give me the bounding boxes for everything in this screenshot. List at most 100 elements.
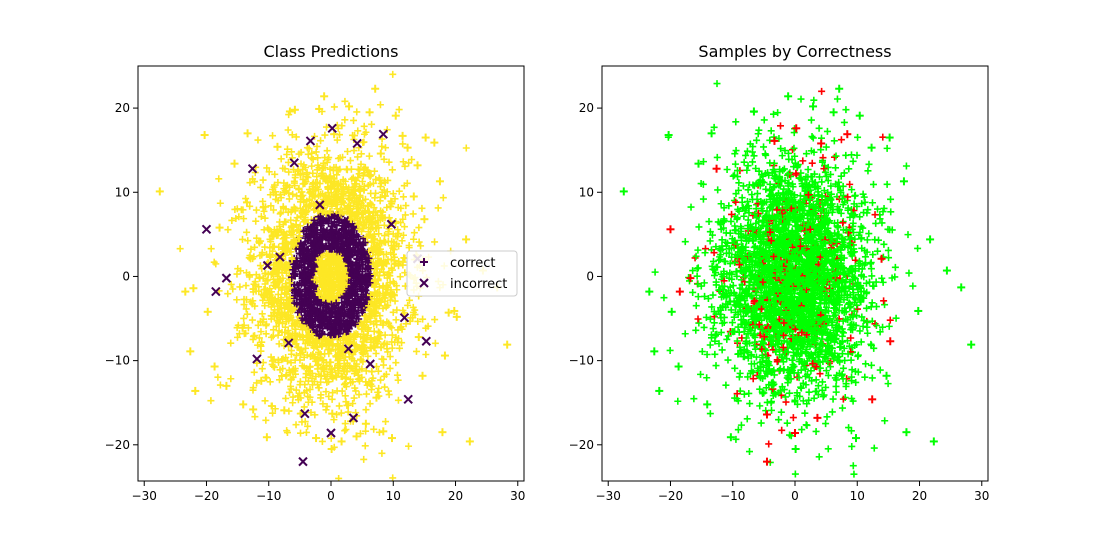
density-mark — [327, 434, 335, 442]
density-mark — [386, 364, 394, 372]
data-point-incorrect — [365, 359, 375, 369]
data-point-correct — [345, 102, 354, 111]
density-mark — [360, 138, 368, 146]
density-mark — [405, 442, 413, 450]
density-mark — [334, 360, 342, 368]
density-mark — [316, 321, 324, 329]
density-mark — [287, 332, 295, 340]
density-mark — [306, 362, 314, 370]
density-mark — [388, 166, 396, 174]
data-point-incorrect — [327, 123, 337, 133]
density-mark — [695, 319, 703, 327]
density-mark — [414, 317, 422, 325]
density-mark — [376, 268, 384, 276]
density-mark — [372, 350, 380, 357]
density-mark — [311, 132, 319, 140]
density-mark — [308, 182, 316, 190]
x-tick-label: 10 — [386, 489, 401, 503]
density-mark — [323, 259, 331, 267]
density-mark — [275, 284, 283, 292]
data-point-correct — [462, 235, 471, 244]
density-mark — [343, 368, 351, 376]
density-mark — [306, 385, 314, 393]
density-mark — [236, 283, 244, 291]
density-mark — [285, 168, 293, 176]
density-mark — [351, 320, 359, 328]
density-mark — [840, 118, 848, 126]
density-mark — [378, 188, 386, 196]
density-mark — [300, 272, 308, 280]
density-mark — [361, 207, 369, 215]
density-mark — [302, 230, 310, 238]
density-mark — [879, 323, 887, 331]
density-mark — [318, 215, 326, 223]
density-mark — [824, 371, 832, 379]
density-mark — [365, 378, 373, 386]
data-point-correct — [444, 308, 453, 317]
density-mark — [369, 342, 377, 350]
density-mark — [392, 359, 400, 367]
density-mark — [260, 226, 268, 234]
density-mark — [863, 304, 871, 312]
density-mark — [395, 335, 403, 343]
density-mark — [340, 381, 348, 389]
density-mark — [388, 324, 396, 332]
density-mark — [361, 163, 369, 171]
density-mark — [319, 400, 327, 408]
density-mark — [270, 242, 278, 250]
density-mark — [252, 217, 260, 225]
data-point-correct — [430, 138, 439, 147]
density-mark — [401, 162, 409, 170]
density-mark — [251, 413, 259, 421]
density-mark — [278, 372, 286, 380]
density-mark — [277, 155, 285, 163]
density-mark — [333, 171, 341, 179]
density-mark — [740, 328, 748, 336]
density-mark — [404, 301, 412, 309]
density-mark — [316, 259, 324, 267]
density-mark — [377, 376, 385, 384]
density-mark — [249, 255, 257, 263]
density-mark — [262, 322, 270, 330]
density-mark — [272, 268, 280, 276]
density-mark — [758, 345, 766, 353]
density-mark — [275, 228, 283, 236]
dense-point-cloud — [651, 80, 922, 478]
density-mark — [377, 207, 385, 215]
density-mark — [366, 180, 374, 188]
y-tick-label: 10 — [115, 185, 130, 199]
density-mark — [297, 429, 305, 437]
density-mark — [418, 204, 426, 212]
density-mark — [285, 366, 293, 374]
density-mark — [347, 321, 355, 329]
density-mark — [317, 291, 325, 299]
density-mark — [286, 284, 294, 292]
density-mark — [399, 258, 407, 266]
density-mark — [386, 272, 394, 280]
density-mark — [251, 281, 259, 289]
density-mark — [329, 389, 337, 397]
y-tick-label: 0 — [122, 269, 130, 283]
density-mark — [382, 418, 390, 426]
density-mark — [268, 294, 276, 302]
density-mark — [232, 214, 240, 222]
density-mark — [399, 193, 407, 201]
density-mark — [865, 160, 873, 168]
density-mark — [394, 396, 402, 404]
density-mark — [368, 382, 376, 390]
density-mark — [308, 242, 316, 250]
density-mark — [369, 179, 377, 187]
density-mark — [354, 127, 362, 135]
density-mark — [362, 406, 370, 414]
density-mark — [243, 228, 251, 236]
density-mark — [282, 218, 290, 226]
density-mark — [374, 277, 382, 285]
density-mark — [330, 163, 338, 171]
density-mark — [431, 316, 439, 324]
density-mark — [293, 332, 301, 340]
density-mark — [731, 364, 739, 372]
density-mark — [262, 330, 270, 338]
density-mark — [318, 437, 326, 445]
density-mark — [278, 328, 286, 336]
density-mark — [365, 254, 373, 262]
